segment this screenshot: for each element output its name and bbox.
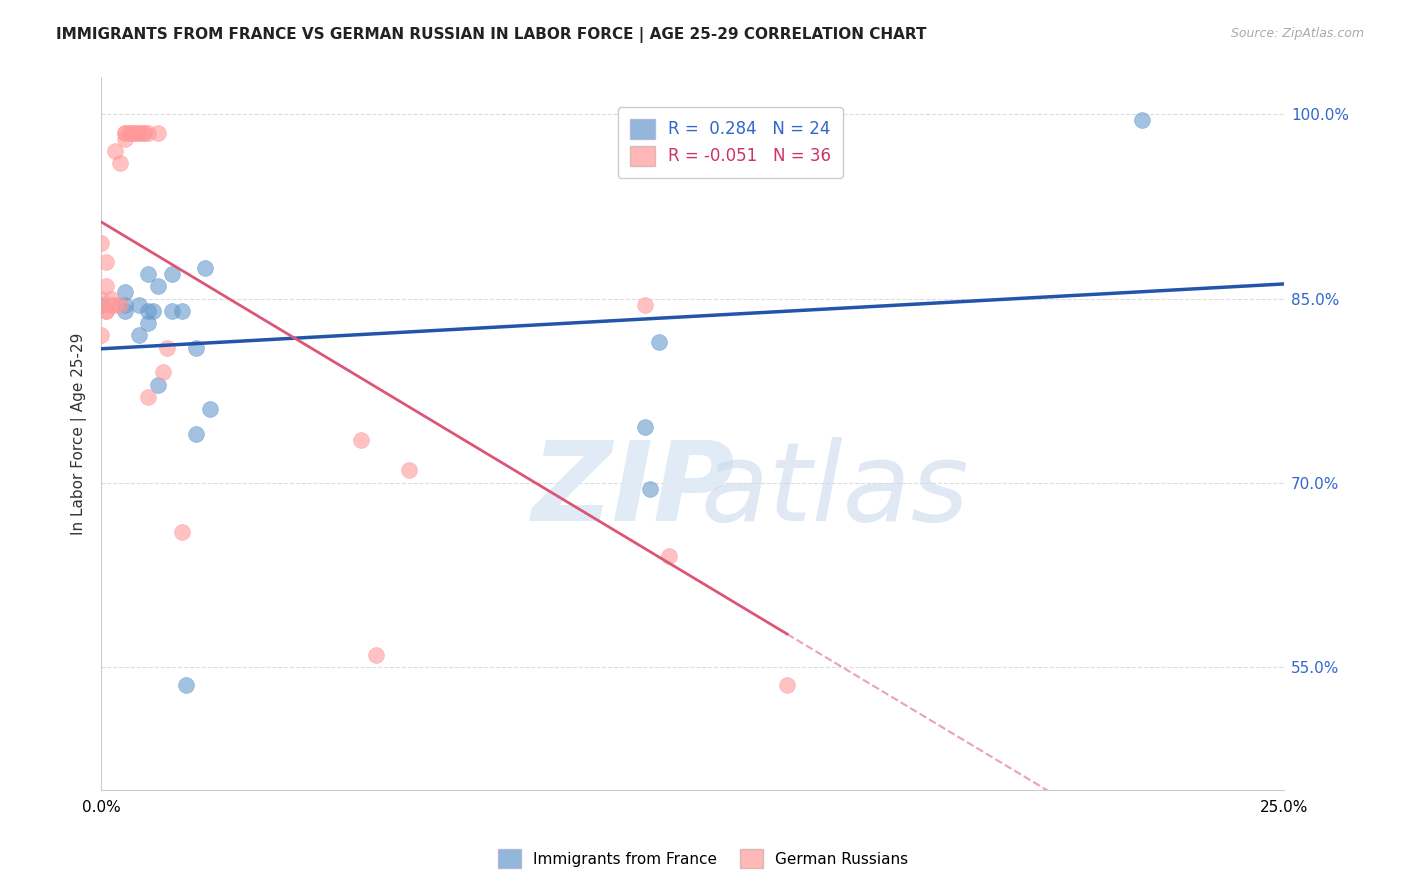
- Point: [364, 648, 387, 662]
- Point: [108, 156, 131, 170]
- Text: IMMIGRANTS FROM FRANCE VS GERMAN RUSSIAN IN LABOR FORCE | AGE 25-29 CORRELATION : IMMIGRANTS FROM FRANCE VS GERMAN RUSSIAN…: [56, 27, 927, 43]
- Point: [138, 303, 160, 318]
- Point: [128, 126, 150, 140]
- Point: [94, 254, 117, 268]
- Point: [160, 303, 183, 318]
- Point: [138, 267, 160, 281]
- Point: [114, 285, 136, 300]
- Point: [100, 298, 122, 312]
- Point: [114, 298, 136, 312]
- Point: [170, 303, 193, 318]
- Point: [118, 126, 141, 140]
- Point: [634, 420, 657, 434]
- Point: [146, 377, 169, 392]
- Legend: R =  0.284   N = 24, R = -0.051   N = 36: R = 0.284 N = 24, R = -0.051 N = 36: [619, 107, 842, 178]
- Point: [648, 334, 671, 349]
- Point: [108, 298, 131, 312]
- Point: [122, 126, 145, 140]
- Point: [634, 298, 657, 312]
- Point: [658, 549, 681, 564]
- Point: [170, 524, 193, 539]
- Point: [1130, 113, 1153, 128]
- Point: [90, 328, 112, 343]
- Text: ZIP: ZIP: [531, 437, 735, 544]
- Point: [132, 126, 155, 140]
- Point: [128, 298, 150, 312]
- Point: [132, 126, 155, 140]
- Text: Source: ZipAtlas.com: Source: ZipAtlas.com: [1230, 27, 1364, 40]
- Point: [128, 126, 150, 140]
- Y-axis label: In Labor Force | Age 25-29: In Labor Force | Age 25-29: [72, 333, 87, 535]
- Point: [156, 341, 179, 355]
- Point: [174, 678, 197, 692]
- Point: [194, 260, 217, 275]
- Point: [776, 678, 799, 692]
- Point: [146, 279, 169, 293]
- Point: [142, 303, 165, 318]
- Point: [114, 126, 136, 140]
- Point: [152, 365, 174, 379]
- Point: [90, 298, 112, 312]
- Point: [90, 236, 112, 251]
- Point: [94, 303, 117, 318]
- Point: [128, 328, 150, 343]
- Point: [638, 482, 661, 496]
- Point: [198, 402, 221, 417]
- Legend: Immigrants from France, German Russians: Immigrants from France, German Russians: [491, 841, 915, 875]
- Point: [138, 316, 160, 330]
- Point: [184, 426, 207, 441]
- Text: atlas: atlas: [700, 437, 969, 544]
- Point: [114, 303, 136, 318]
- Point: [114, 126, 136, 140]
- Point: [104, 144, 127, 158]
- Point: [138, 126, 160, 140]
- Point: [104, 298, 127, 312]
- Point: [90, 292, 112, 306]
- Point: [146, 126, 169, 140]
- Point: [94, 303, 117, 318]
- Point: [350, 433, 373, 447]
- Point: [398, 463, 420, 477]
- Point: [138, 390, 160, 404]
- Point: [118, 126, 141, 140]
- Point: [184, 341, 207, 355]
- Point: [160, 267, 183, 281]
- Point: [100, 292, 122, 306]
- Point: [122, 126, 145, 140]
- Point: [114, 132, 136, 146]
- Point: [94, 279, 117, 293]
